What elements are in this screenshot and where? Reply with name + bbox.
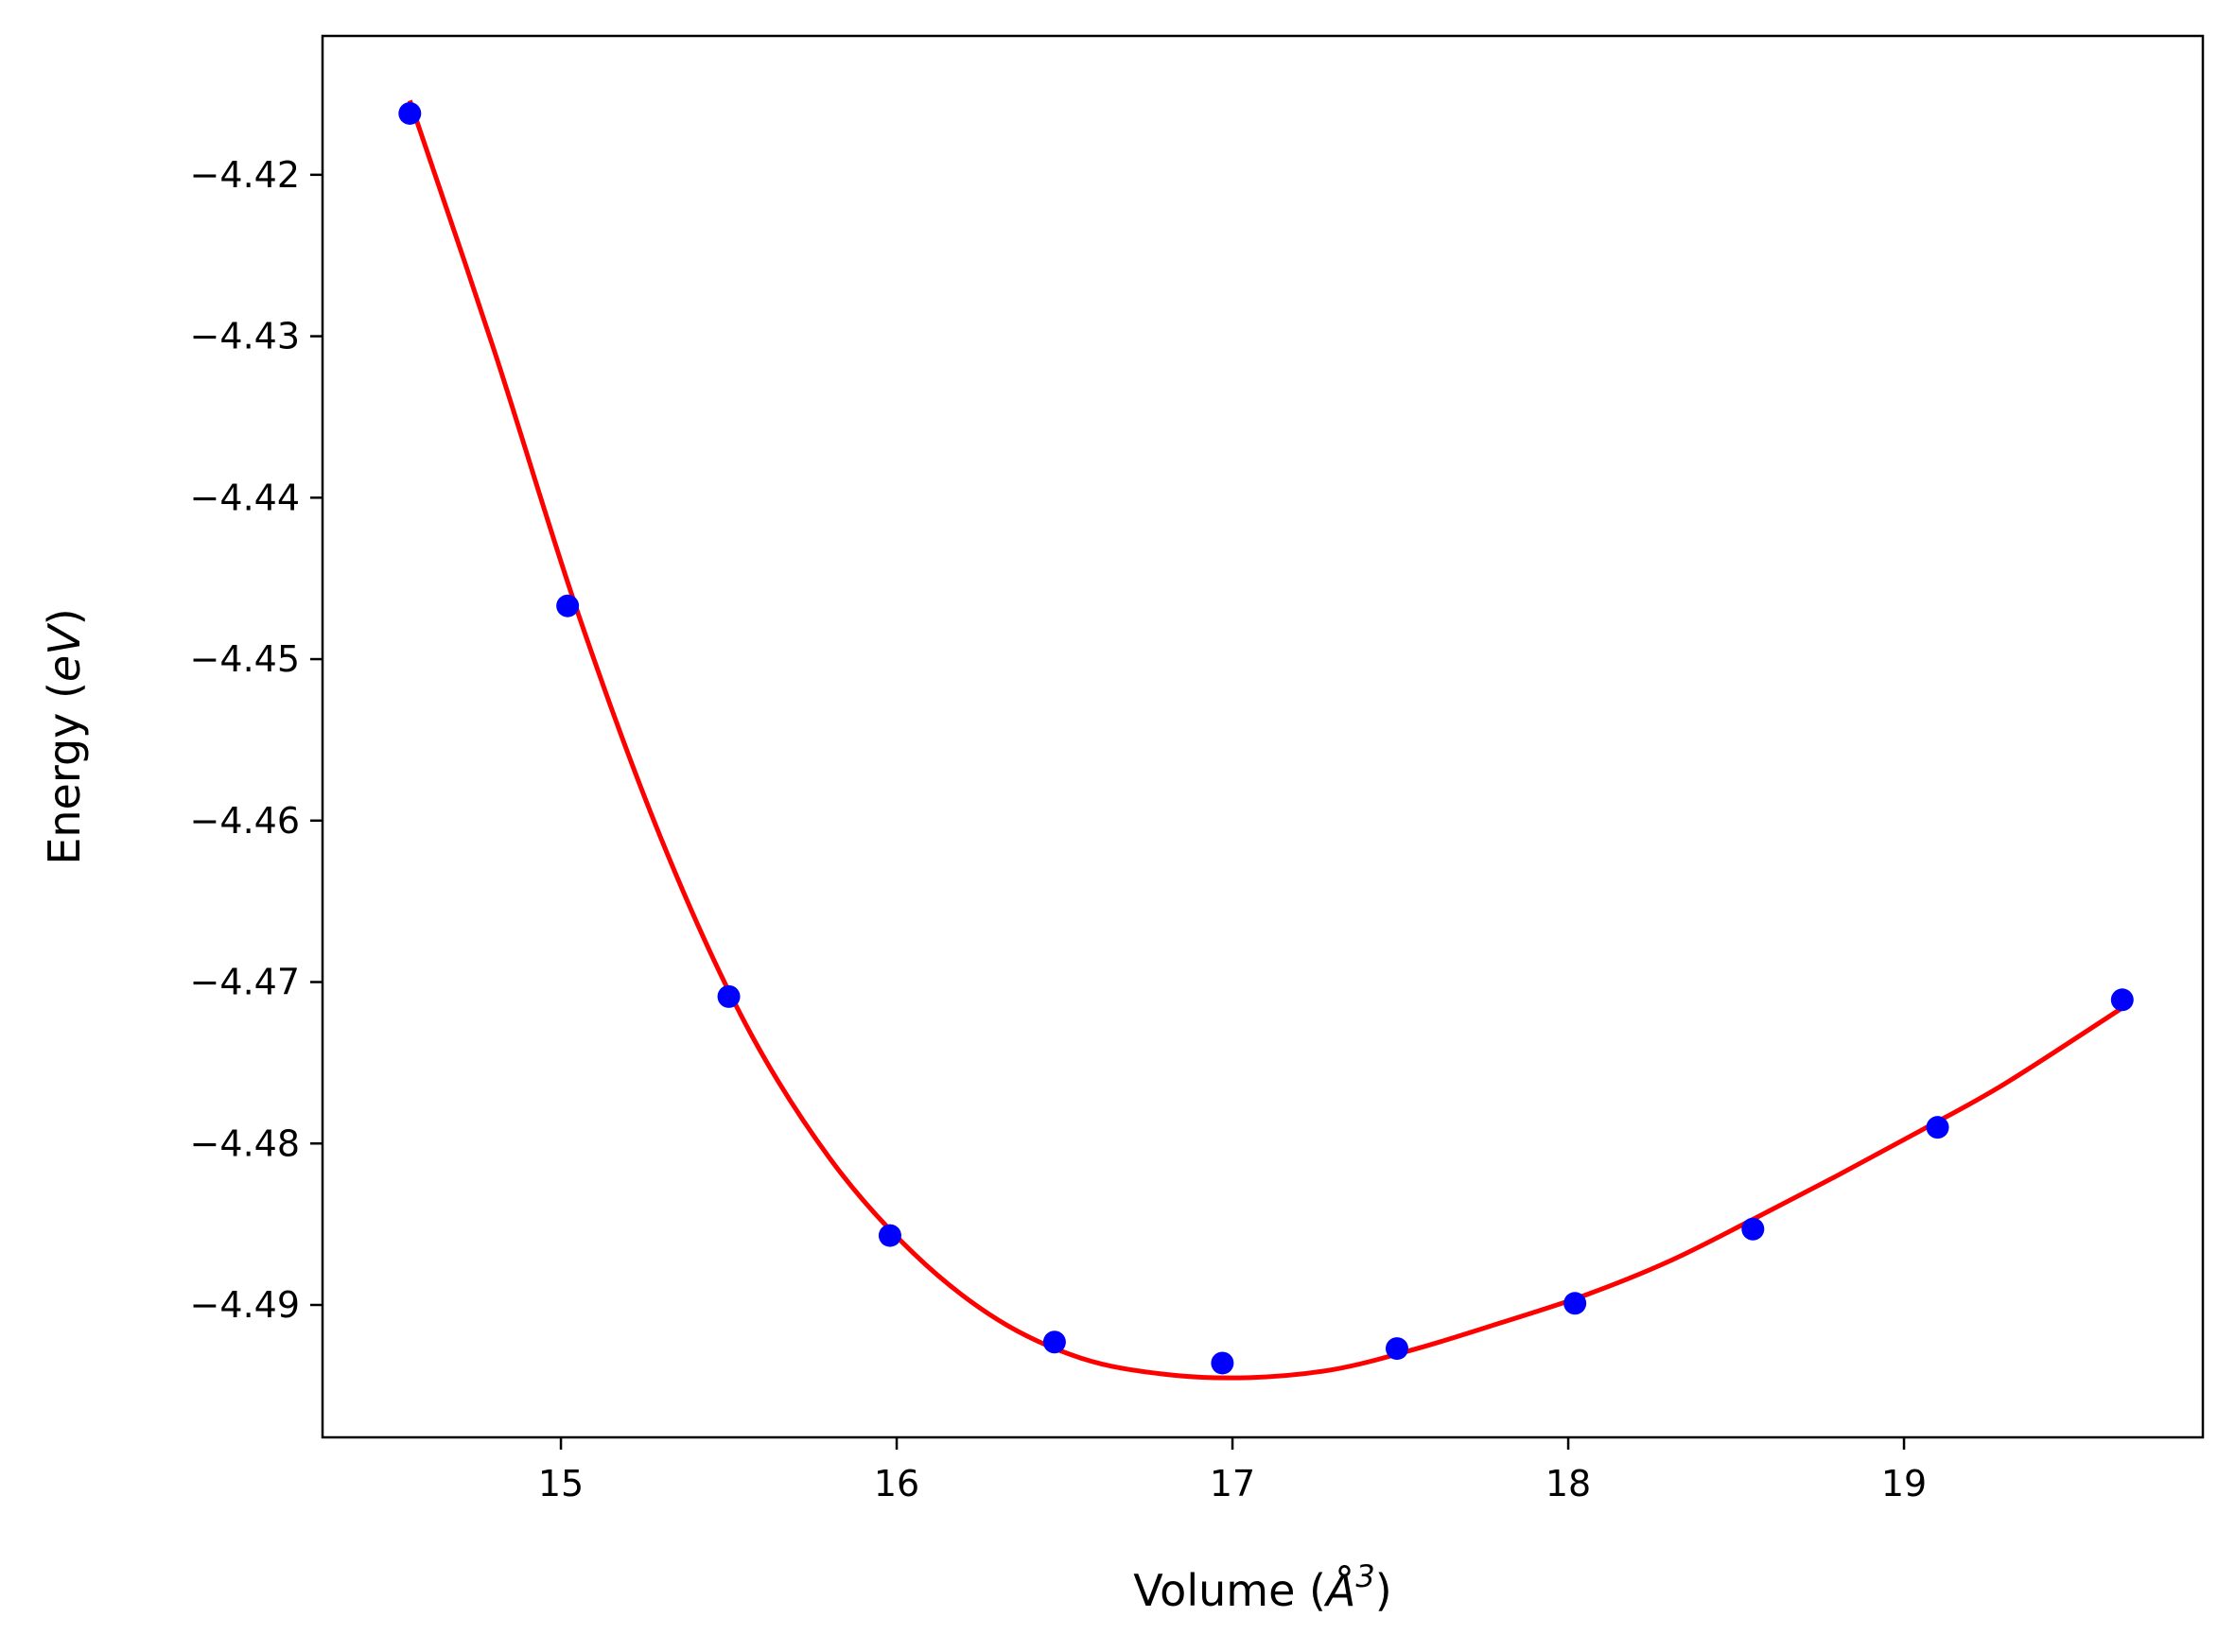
plot-frame [321,34,2205,1439]
x-axis-ticks: 15 16 17 18 19 [538,1437,1927,1504]
y-axis-label-prefix: Energy ( [39,682,90,865]
y-tick-label: −4.47 [190,962,300,1003]
data-point [398,101,422,125]
y-axis-label: Energy (eV) [39,608,90,864]
y-tick-label: −4.46 [190,800,300,842]
fit-curve [407,99,2124,1381]
x-axis-label: Volume (Å3) [1133,1558,1391,1616]
y-tick-label: −4.45 [190,638,300,680]
y-axis-label-suffix: ) [39,608,90,625]
x-axis-label-exponent: 3 [1355,1558,1374,1594]
y-axis-ticks: −4.42 −4.43 −4.44 −4.45 −4.46 −4.47 −4.48 −4.49 [190,154,323,1326]
data-point [1926,1116,1949,1139]
data-point [1042,1330,1066,1354]
data-point [1386,1337,1408,1361]
x-axis-label-symbol: Å [1323,1565,1355,1616]
x-tick-label: 18 [1545,1463,1591,1504]
data-point [1741,1217,1765,1241]
x-tick-label: 16 [874,1463,919,1504]
x-axis-label-prefix: Volume ( [1133,1565,1326,1616]
y-tick-label: −4.48 [190,1122,300,1164]
data-point [1563,1292,1587,1315]
data-point [1211,1351,1234,1375]
fit-curve-layer [407,99,2124,1381]
y-tick-label: −4.49 [190,1284,300,1326]
data-point [2110,988,2134,1012]
x-axis-label-suffix: ) [1375,1565,1392,1616]
y-axis-label-unit: eV [39,622,90,682]
data-point [878,1224,901,1247]
x-tick-label: 17 [1210,1463,1255,1504]
data-points-layer [398,101,2134,1375]
data-point [556,594,580,617]
y-tick-label: −4.43 [190,316,300,357]
x-tick-label: 19 [1881,1463,1927,1504]
x-tick-label: 15 [538,1463,584,1504]
data-point [717,984,741,1008]
y-tick-label: −4.44 [190,477,300,518]
y-tick-label: −4.42 [190,154,300,196]
